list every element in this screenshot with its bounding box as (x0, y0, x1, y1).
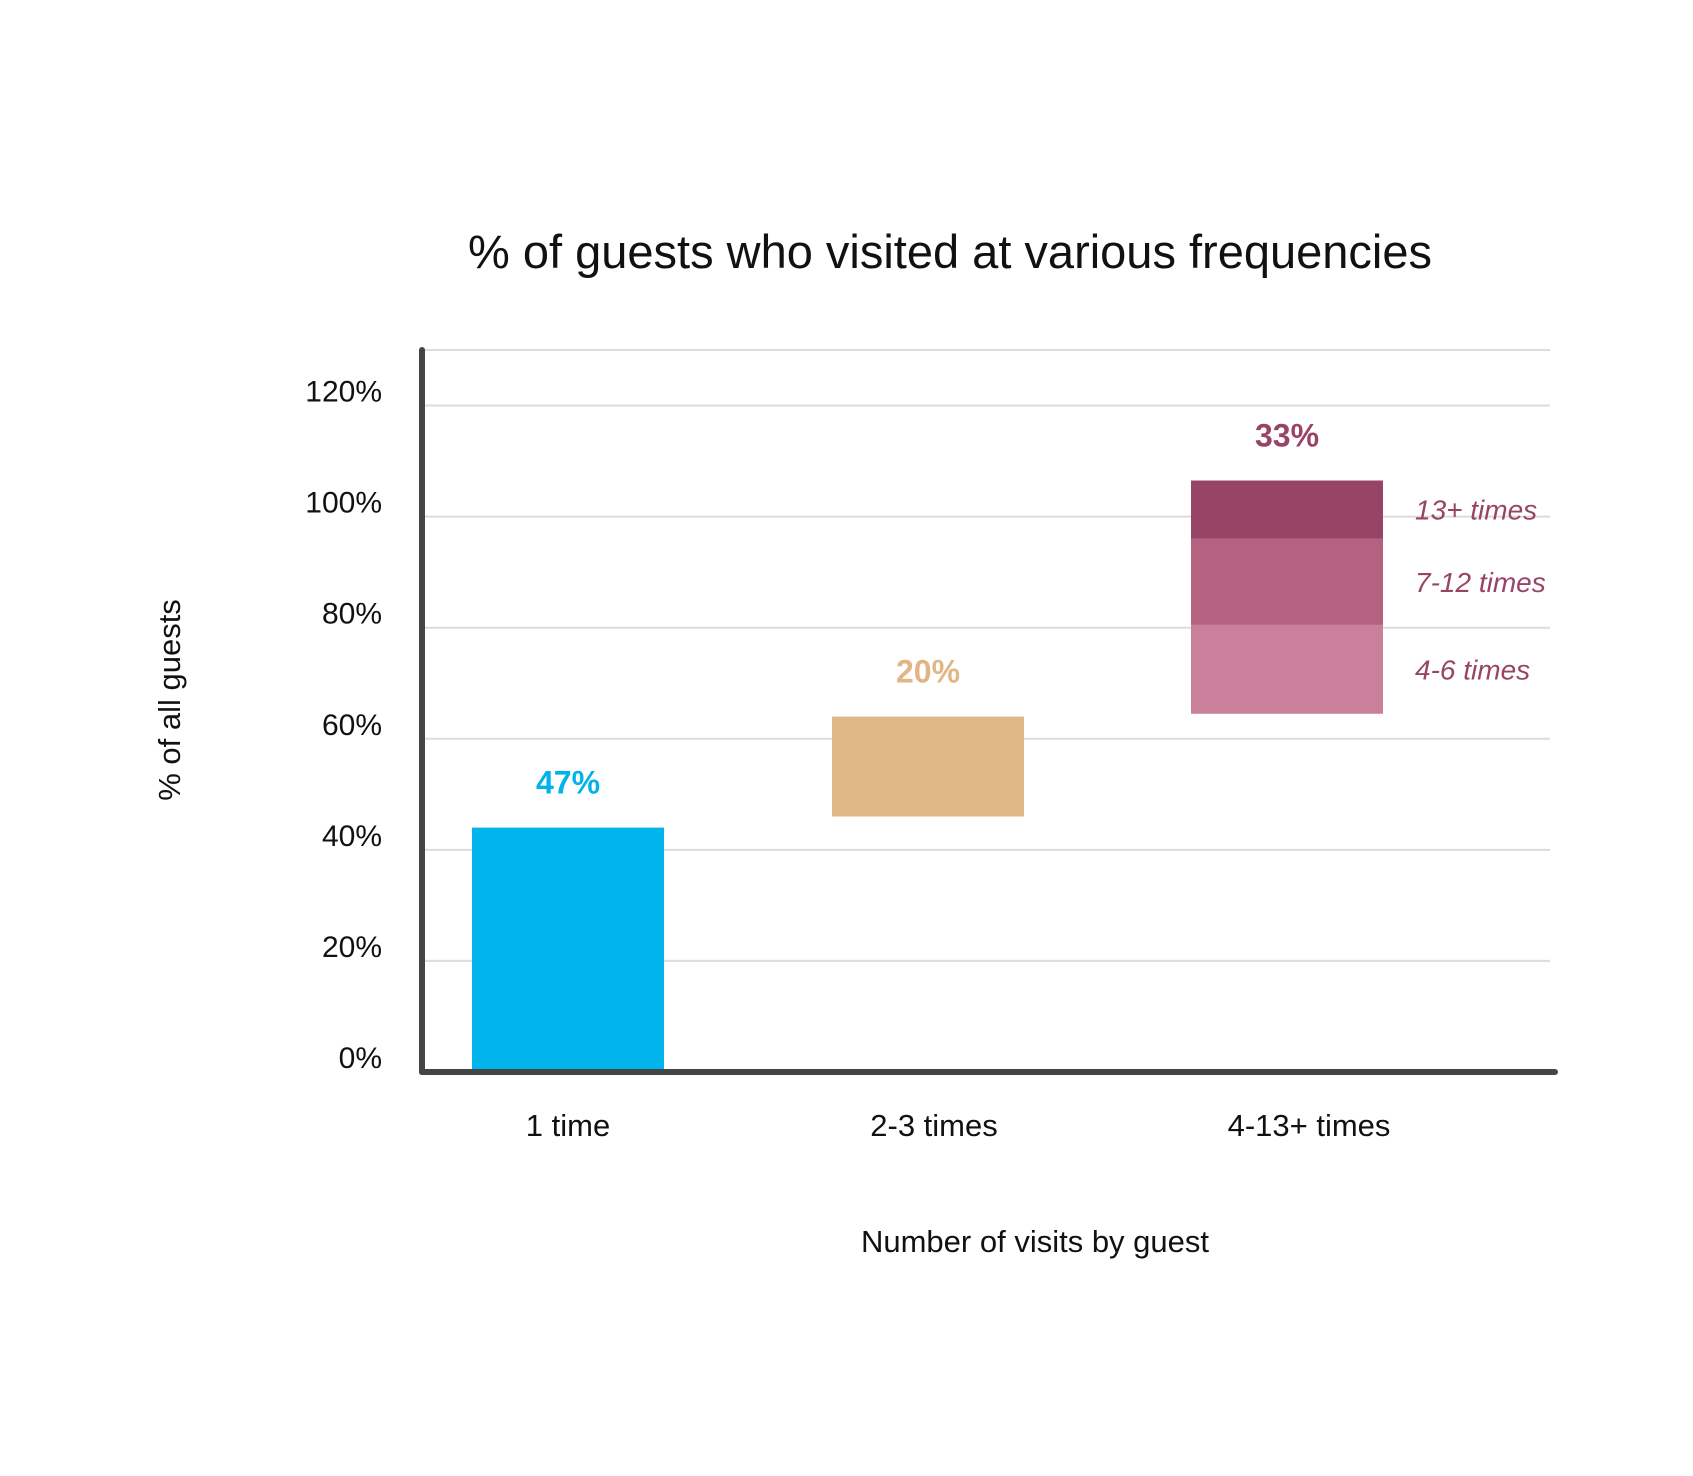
segment-label: 7-12 times (1415, 567, 1546, 598)
y-tick-label: 80% (322, 598, 382, 631)
bar-segment-4-6-times (1191, 624, 1383, 714)
y-tick-label: 120% (305, 376, 382, 409)
y-tick-label: 60% (322, 709, 382, 742)
bar-segment-13-times (1191, 480, 1383, 539)
y-tick-label: 0% (339, 1042, 382, 1075)
bar-segment-7-12-times (1191, 538, 1383, 625)
value-label: 33% (1255, 418, 1319, 454)
value-label: 20% (896, 654, 960, 690)
y-tick-label: 40% (322, 820, 382, 853)
x-axis-title: Number of visits by guest (861, 1224, 1209, 1259)
x-tick-label: 1 time (526, 1108, 610, 1143)
bar-1-time (472, 827, 664, 1072)
y-tick-label: 100% (305, 487, 382, 520)
segment-label: 13+ times (1415, 495, 1537, 526)
value-labels: 47% 20% 4-6 times 7-12 times 13+ times 33% (536, 418, 1546, 801)
value-label: 47% (536, 765, 600, 801)
x-tick-label: 4-13+ times (1228, 1108, 1391, 1143)
bar-2-3-times (832, 716, 1024, 817)
chart-title: % of guests who visited at various frequ… (468, 225, 1432, 278)
x-tick-labels: 1 time 2-3 times 4-13+ times (526, 1108, 1391, 1143)
axes (419, 347, 1558, 1075)
segment-label: 4-6 times (1415, 654, 1530, 685)
x-tick-label: 2-3 times (870, 1108, 997, 1143)
y-tick-label: 20% (322, 931, 382, 964)
y-axis-title: % of all guests (152, 599, 187, 801)
bars (472, 480, 1383, 1072)
y-tick-labels: 0% 20% 40% 60% 80% 100% 120% (305, 376, 382, 1075)
